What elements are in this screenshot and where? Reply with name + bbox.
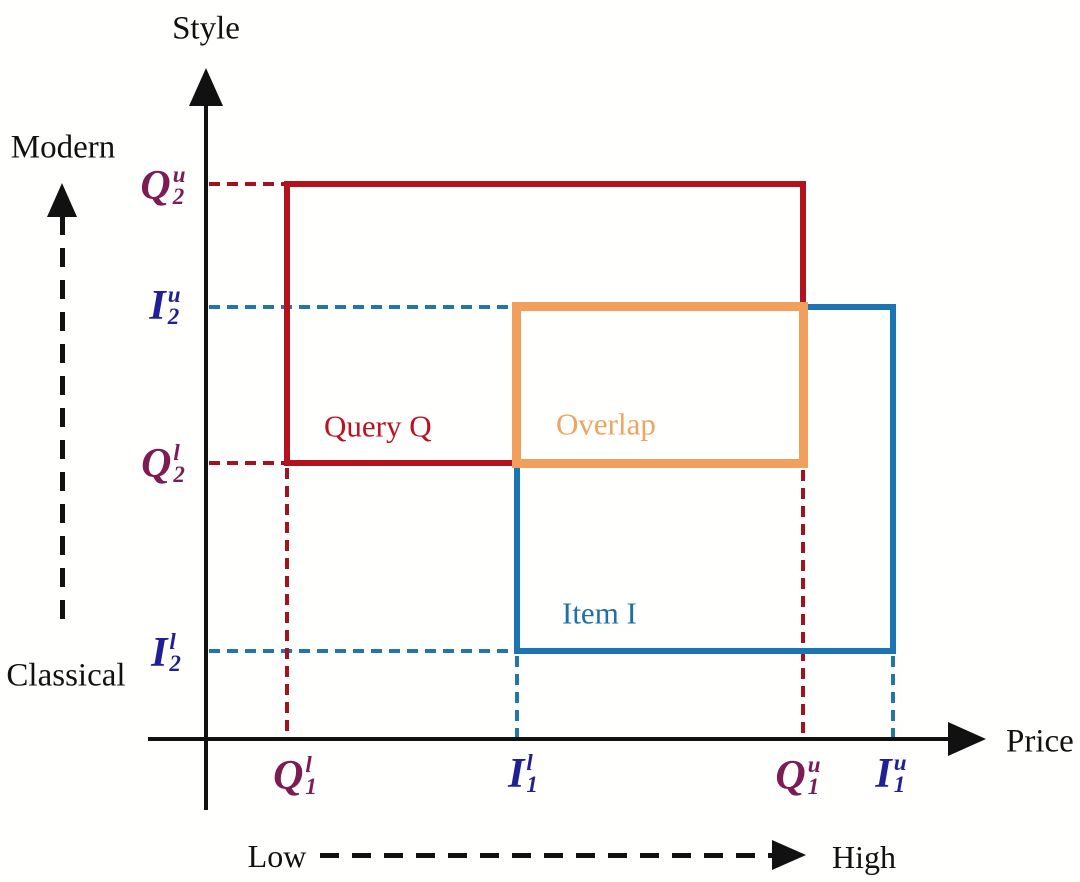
tick-base: Q — [273, 753, 304, 799]
price-direction-arrowhead-icon — [772, 840, 806, 870]
tick-base: I — [151, 630, 168, 676]
tick-scripts: u 2 — [167, 282, 181, 329]
guide-line-i2-lower — [209, 649, 512, 653]
tick-sub: 1 — [526, 772, 538, 797]
guide-line-q2-upper — [209, 182, 284, 186]
tick-sub: 2 — [167, 304, 180, 329]
tick-sup: l — [173, 440, 180, 466]
tick-label-i2-upper: I u 2 — [149, 282, 181, 329]
y-axis-arrowhead-icon — [189, 68, 223, 106]
tick-sup: l — [526, 750, 533, 776]
tick-sub: 2 — [173, 462, 185, 487]
tick-base: I — [149, 283, 166, 329]
tick-base: Q — [140, 163, 171, 209]
tick-scripts: u 2 — [172, 162, 186, 209]
tick-sup: l — [169, 629, 176, 655]
tick-label-i1-lower: I l 1 — [508, 750, 538, 797]
tick-label-i2-lower: I l 2 — [151, 629, 181, 676]
tick-label-q2-lower: Q l 2 — [141, 440, 185, 487]
tick-base: I — [875, 751, 892, 797]
guide-line-q2-lower — [209, 461, 284, 465]
tick-label-q1-upper: Q u 1 — [775, 752, 821, 799]
tick-sub: 2 — [169, 651, 181, 676]
tick-sup: l — [305, 752, 312, 778]
query-rectangle-label: Query Q — [324, 408, 432, 444]
price-direction-dashed-line — [320, 853, 772, 858]
x-axis-title: Price — [1006, 723, 1074, 760]
guide-line-i2-upper — [209, 305, 512, 309]
tick-base: Q — [141, 441, 172, 487]
guide-line-i1-upper — [891, 656, 895, 737]
tick-scripts: l 1 — [305, 752, 317, 799]
item-rectangle-label: Item I — [562, 595, 637, 631]
tick-label-q1-lower: Q l 1 — [273, 752, 317, 799]
tick-base: I — [508, 751, 525, 797]
tick-sub: 2 — [172, 184, 185, 209]
y-axis-line — [204, 100, 208, 810]
tick-sub: 1 — [893, 772, 906, 797]
tick-sub: 1 — [807, 774, 820, 799]
tick-sup: u — [167, 282, 181, 308]
classical-label: Classical — [6, 657, 126, 694]
guide-line-i1-lower — [515, 656, 519, 737]
tick-scripts: u 1 — [807, 752, 821, 799]
y-axis-title: Style — [172, 10, 240, 47]
guide-line-q1-upper — [801, 470, 805, 737]
tick-sup: u — [807, 752, 821, 778]
tick-scripts: l 1 — [526, 750, 538, 797]
x-axis-arrowhead-icon — [948, 722, 986, 756]
tick-label-q2-upper: Q u 2 — [140, 162, 186, 209]
guide-line-q1-lower — [285, 468, 289, 737]
tick-scripts: u 1 — [893, 750, 907, 797]
overlap-rectangle-label: Overlap — [556, 406, 656, 442]
tick-sub: 1 — [305, 774, 317, 799]
tick-sup: u — [893, 750, 907, 776]
tick-base: Q — [775, 753, 806, 799]
tick-sup: u — [172, 162, 186, 188]
tick-label-i1-upper: I u 1 — [875, 750, 907, 797]
style-direction-dashed-line — [60, 216, 65, 632]
high-label: High — [832, 839, 896, 875]
overlap-rectangle — [512, 302, 808, 468]
low-label: Low — [247, 838, 307, 874]
tick-scripts: l 2 — [169, 629, 181, 676]
modern-label: Modern — [10, 129, 116, 166]
tick-scripts: l 2 — [173, 440, 185, 487]
style-direction-arrowhead-icon — [47, 183, 77, 217]
x-axis-line — [148, 737, 950, 741]
